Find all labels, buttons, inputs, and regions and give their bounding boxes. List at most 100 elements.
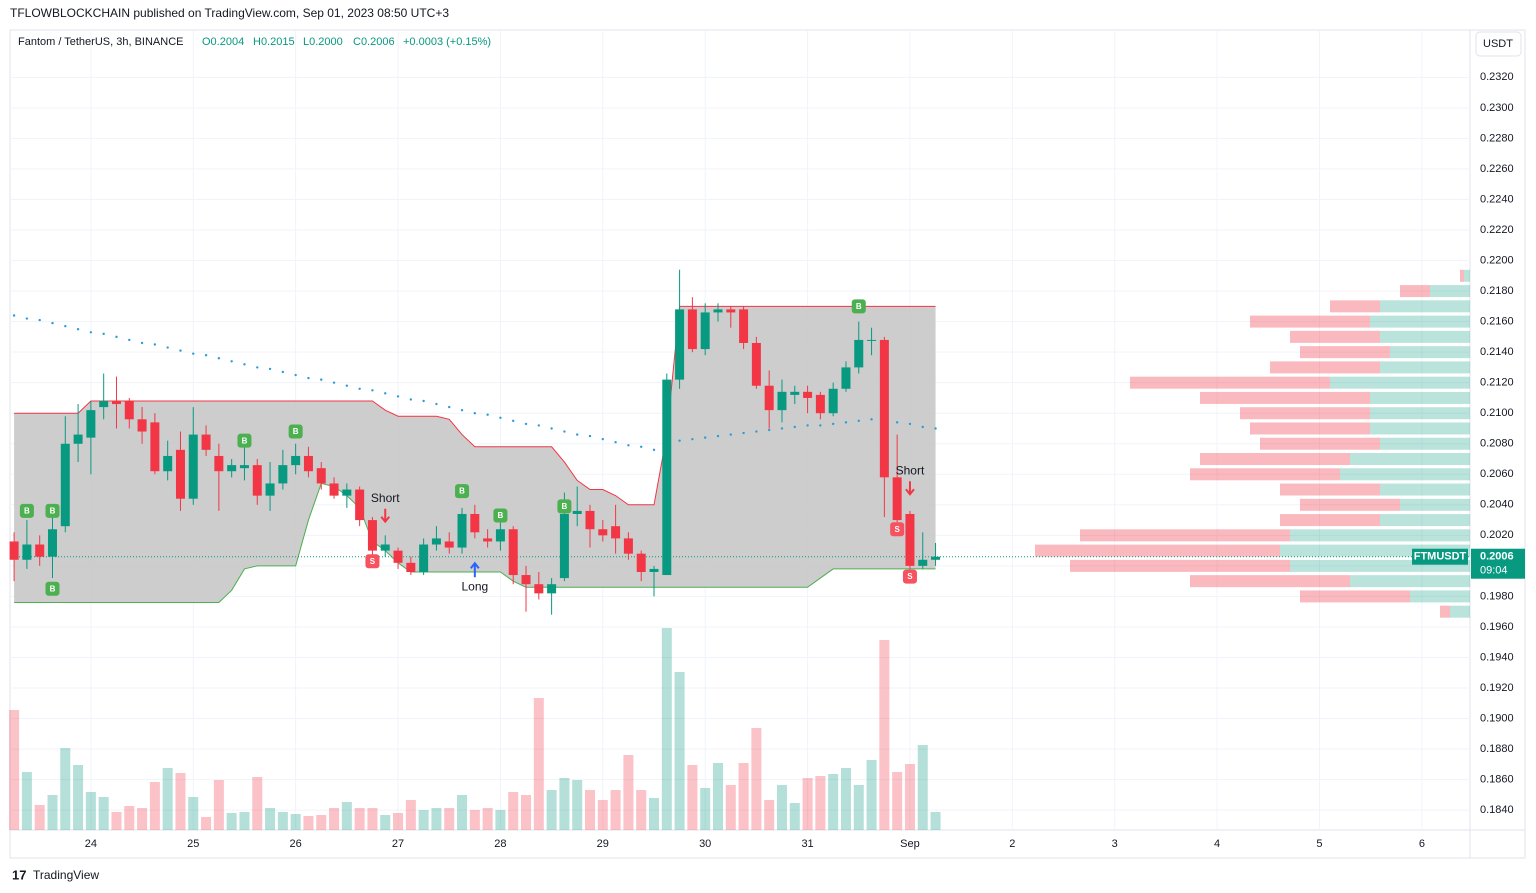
price-tag <box>1471 548 1525 579</box>
candle-body <box>764 385 774 411</box>
candle-body <box>675 309 685 380</box>
volume-bar <box>482 808 493 830</box>
volume-bar <box>521 795 532 830</box>
candle-body <box>662 379 672 576</box>
high: H0.2015 <box>253 36 295 48</box>
signal-label: B <box>459 487 465 496</box>
ma-dot <box>563 430 566 433</box>
volume-bar <box>828 774 839 830</box>
ma-dot <box>576 433 579 436</box>
candle-body <box>406 562 416 572</box>
candle-body <box>470 513 480 533</box>
brand: 17 TradingView <box>12 867 99 882</box>
volume-bar <box>201 817 212 830</box>
ma-dot <box>806 424 809 427</box>
profile-up <box>1340 468 1470 481</box>
currency-button[interactable] <box>1475 31 1522 57</box>
ma-dot <box>601 437 605 441</box>
signal-marker <box>237 433 252 448</box>
profile-down <box>1400 285 1430 298</box>
volume-bar <box>533 698 544 830</box>
y-tick-label: 0.2320 <box>1480 71 1514 83</box>
profile-up <box>1464 269 1470 282</box>
y-tick-label: 0.2020 <box>1480 529 1514 541</box>
candle-body <box>265 483 275 496</box>
volume-bar <box>341 802 352 830</box>
y-tick-label: 0.2280 <box>1480 132 1514 144</box>
volume-bar <box>252 777 263 830</box>
profile-down <box>1240 407 1370 420</box>
volume-bar <box>380 815 391 830</box>
volume-bar <box>648 798 659 830</box>
candle-body <box>495 529 505 542</box>
ma-dot <box>473 412 477 415</box>
volume-bar <box>712 763 723 830</box>
volume-bar <box>597 800 608 830</box>
ma-dot <box>204 353 208 357</box>
ma-dot <box>38 318 41 322</box>
ma-dot <box>819 424 822 427</box>
profile-up <box>1380 300 1470 313</box>
volume-bar <box>636 790 647 830</box>
candle-body <box>214 455 224 472</box>
channel-area <box>14 306 936 603</box>
y-tick-label: 0.2200 <box>1480 254 1514 266</box>
signal-label: B <box>562 502 568 511</box>
currency-label[interactable]: USDT <box>1483 38 1513 50</box>
candle-body <box>239 465 249 469</box>
legend: Fantom / TetherUS, 3h, BINANCE O0.2004 H… <box>18 36 491 48</box>
candle-body <box>700 312 710 350</box>
y-tick-label: 0.2120 <box>1480 377 1514 389</box>
ma-dot <box>639 445 643 448</box>
volume-bar <box>149 782 160 830</box>
profile-up <box>1290 529 1470 542</box>
y-tick-label: 0.2080 <box>1480 438 1514 450</box>
ma-dot <box>320 378 323 381</box>
candle-body <box>367 520 377 551</box>
candle-body <box>751 342 761 386</box>
ma-dot <box>780 427 784 430</box>
profile-down <box>1300 498 1400 511</box>
ma-dot <box>153 343 157 346</box>
ma-dot <box>716 434 720 438</box>
ma-dot <box>76 328 80 331</box>
profile-down <box>1250 315 1370 328</box>
profile-down <box>1280 514 1380 527</box>
signal-marker <box>557 499 572 514</box>
volume-bar <box>559 778 570 830</box>
volume-bar <box>738 763 749 830</box>
volume-bar <box>73 765 84 830</box>
channel-upper <box>14 305 936 506</box>
profile-down <box>1250 422 1370 435</box>
volume-bar <box>853 785 864 830</box>
ma-dot <box>678 439 681 442</box>
volume-bar <box>764 800 775 830</box>
ma-dot <box>934 427 937 430</box>
x-tick-label: 4 <box>1214 838 1220 850</box>
candle-body <box>931 556 941 560</box>
ma-dot <box>64 324 67 328</box>
signal-label: B <box>498 511 504 520</box>
volume-bar <box>316 815 327 830</box>
ma-dot <box>537 424 541 427</box>
ma-dot <box>921 425 924 429</box>
ma-dot <box>448 405 451 409</box>
profile-down <box>1080 529 1290 542</box>
candle-body <box>713 309 723 313</box>
countdown-label: 09:04 <box>1480 565 1508 577</box>
published-line: TFLOWBLOCKCHAIN published on TradingView… <box>10 6 449 20</box>
volume-bar <box>879 640 890 830</box>
signal-label: B <box>50 584 56 593</box>
volume-bar <box>213 780 224 830</box>
profile-up <box>1380 483 1470 496</box>
profile-up <box>1380 330 1470 343</box>
signal-marker <box>455 484 470 499</box>
ma-dot <box>512 419 515 423</box>
candle-body <box>47 529 57 557</box>
ma-dot <box>435 402 438 406</box>
ma-dot <box>230 360 233 363</box>
short-arrow <box>380 508 391 524</box>
symbol: Fantom / TetherUS, 3h, BINANCE <box>18 36 183 48</box>
candle-body <box>483 538 493 542</box>
